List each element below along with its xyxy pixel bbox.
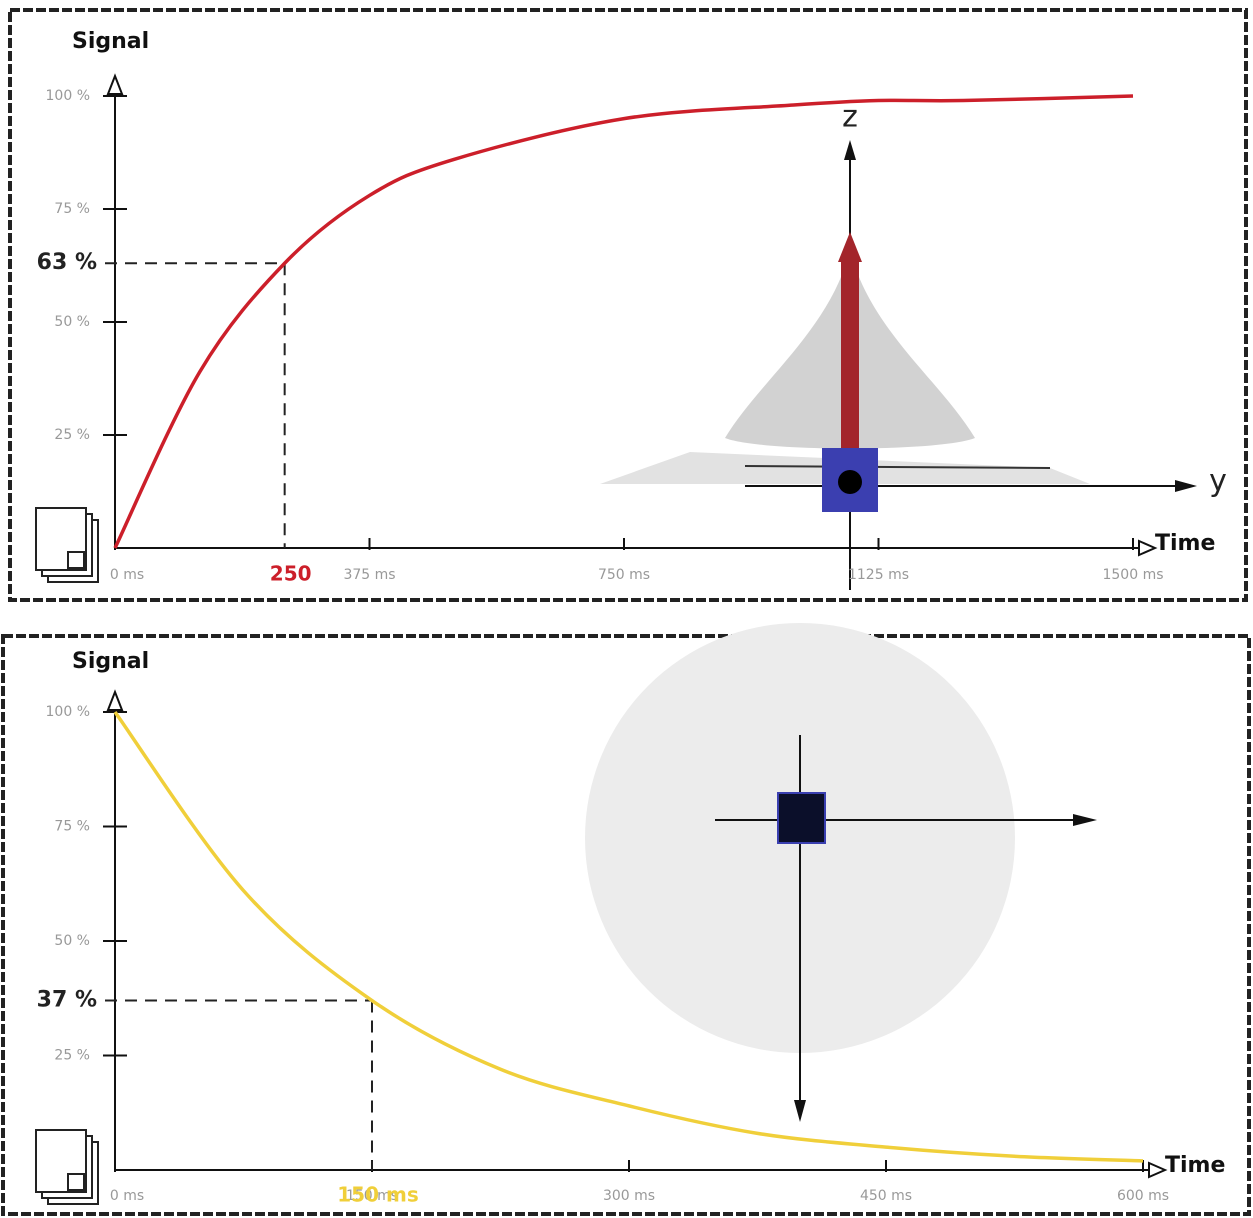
x-tick-label: 0 ms bbox=[110, 1188, 144, 1204]
y-tick-label: 50 % bbox=[54, 933, 90, 949]
marker-x-label: 250 bbox=[270, 562, 312, 586]
inset-arrow bbox=[1073, 814, 1097, 826]
inset-spin bbox=[778, 793, 825, 843]
x-axis-arrow bbox=[1139, 541, 1155, 555]
x-tick-label: 1500 ms bbox=[1102, 567, 1163, 583]
marker-y-label: 63 % bbox=[37, 250, 97, 275]
inset-arrow bbox=[1175, 480, 1197, 492]
marker-x-label: 150 ms bbox=[337, 1183, 418, 1207]
chart-panel: Signal Time 25 % 50 % 75 % 100 % 0 ms 150 ms 300… bbox=[36, 623, 1225, 1207]
y-tick-label: 100 % bbox=[46, 88, 90, 104]
x-axis-title: Time bbox=[1165, 1153, 1225, 1178]
y-tick-label: 50 % bbox=[54, 314, 90, 330]
y-tick-label: 75 % bbox=[54, 819, 90, 835]
inset-vector bbox=[841, 260, 859, 450]
inset-arrow bbox=[844, 140, 856, 160]
inset-spin bbox=[838, 470, 862, 494]
x-axis-title: Time bbox=[1155, 531, 1215, 556]
x-tick-label: 0 ms bbox=[110, 567, 144, 583]
x-tick-label: 300 ms bbox=[603, 1188, 655, 1204]
y-tick-label: 25 % bbox=[54, 427, 90, 443]
inset-label: y bbox=[1209, 464, 1227, 499]
inset-arrow bbox=[794, 1100, 806, 1122]
doc-icon bbox=[36, 1130, 86, 1192]
x-tick-label: 1125 ms bbox=[848, 567, 909, 583]
figure: z y Signal Time 25 % 50 % 75 % 100 % 0 ms 375 ms 7… bbox=[0, 0, 1253, 1218]
x-tick-label: 750 ms bbox=[598, 567, 650, 583]
chart-panel: z y Signal Time 25 % 50 % 75 % 100 % 0 ms 375 ms 7… bbox=[36, 29, 1227, 590]
x-tick-label: 450 ms bbox=[860, 1188, 912, 1204]
y-axis-title: Signal bbox=[72, 649, 149, 674]
x-axis-arrow bbox=[1149, 1163, 1165, 1177]
x-tick-label: 375 ms bbox=[343, 567, 395, 583]
x-tick-label: 600 ms bbox=[1117, 1188, 1169, 1204]
inset-label: z bbox=[842, 100, 858, 135]
marker-y-label: 37 % bbox=[37, 988, 97, 1013]
y-axis-arrow bbox=[108, 76, 122, 94]
y-tick-label: 25 % bbox=[54, 1048, 90, 1064]
page: {"chart_data": [ {"type": "line", "title… bbox=[0, 0, 1253, 1218]
y-tick-label: 100 % bbox=[46, 704, 90, 720]
y-axis-title: Signal bbox=[72, 29, 149, 54]
y-tick-label: 75 % bbox=[54, 201, 90, 217]
doc-icon bbox=[36, 508, 86, 570]
inset-vector bbox=[838, 232, 862, 262]
y-axis-arrow bbox=[108, 692, 122, 710]
